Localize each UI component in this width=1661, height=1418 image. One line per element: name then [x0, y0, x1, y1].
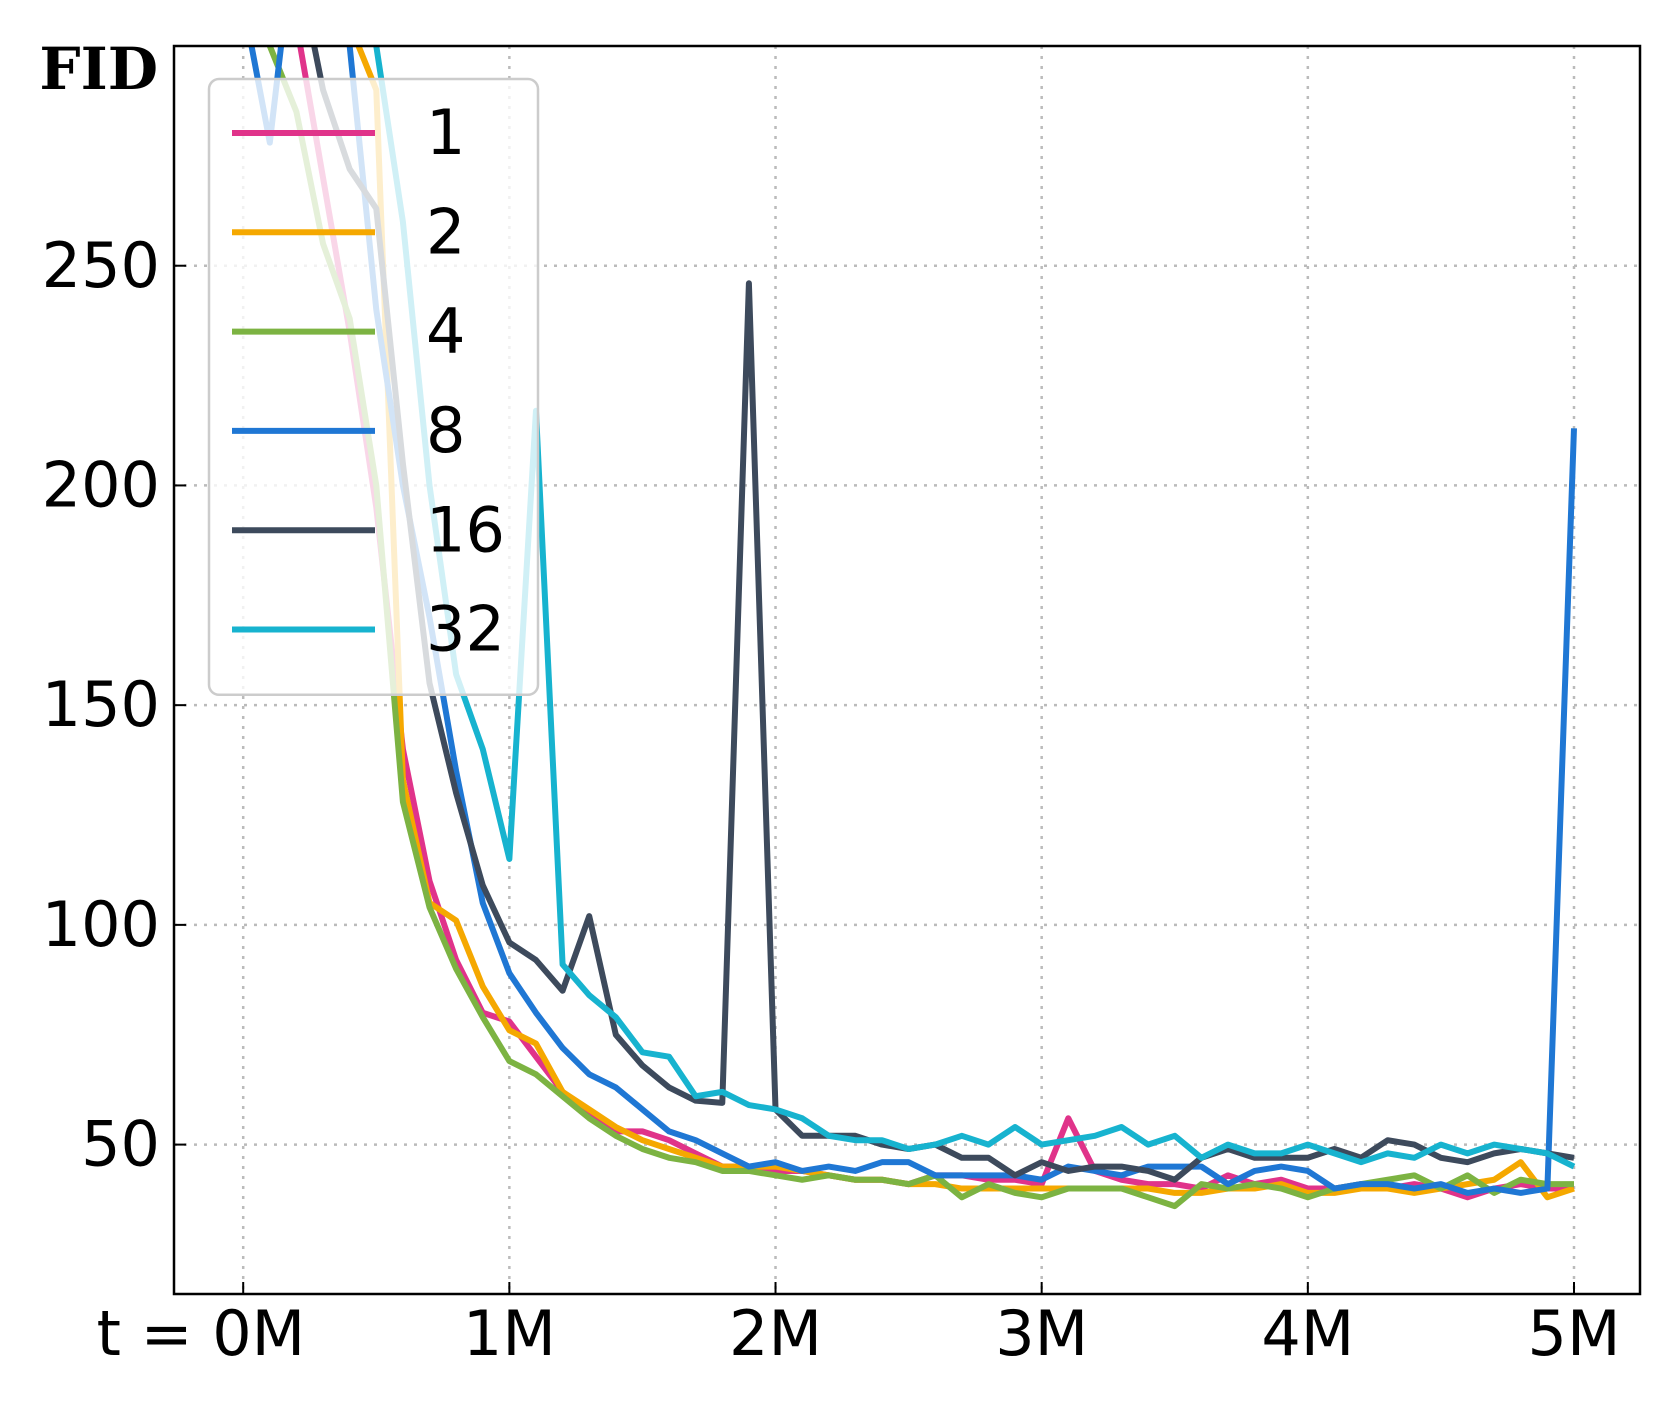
legend-label: 4 — [426, 295, 465, 368]
x-tick-label: 3M — [995, 1297, 1088, 1370]
legend-label: 16 — [426, 493, 505, 566]
y-tick-label: 50 — [81, 1108, 160, 1181]
x-tick-label: 5M — [1528, 1297, 1621, 1370]
x-tick-label: 1M — [463, 1297, 556, 1370]
y-tick-label: 250 — [42, 229, 160, 302]
plot-area — [248, 46, 1577, 1210]
legend-label: 32 — [426, 593, 505, 666]
legend-label: 1 — [426, 96, 465, 169]
legend: 1 2 4 8 16 32 — [207, 77, 540, 697]
legend-label: 8 — [426, 394, 465, 467]
legend-label: 2 — [426, 195, 465, 268]
line-series — [373, 46, 1576, 1170]
y-tick-label: 200 — [42, 449, 160, 522]
x-tick-label: t = 0M — [97, 1297, 306, 1370]
x-tick-label: 2M — [729, 1297, 822, 1370]
plot-frame — [172, 44, 1642, 1296]
x-tick-label: 4M — [1261, 1297, 1354, 1370]
y-tick-label: 100 — [42, 888, 160, 961]
y-tick-label: 150 — [42, 668, 160, 741]
y-axis-label: FID — [39, 35, 158, 103]
